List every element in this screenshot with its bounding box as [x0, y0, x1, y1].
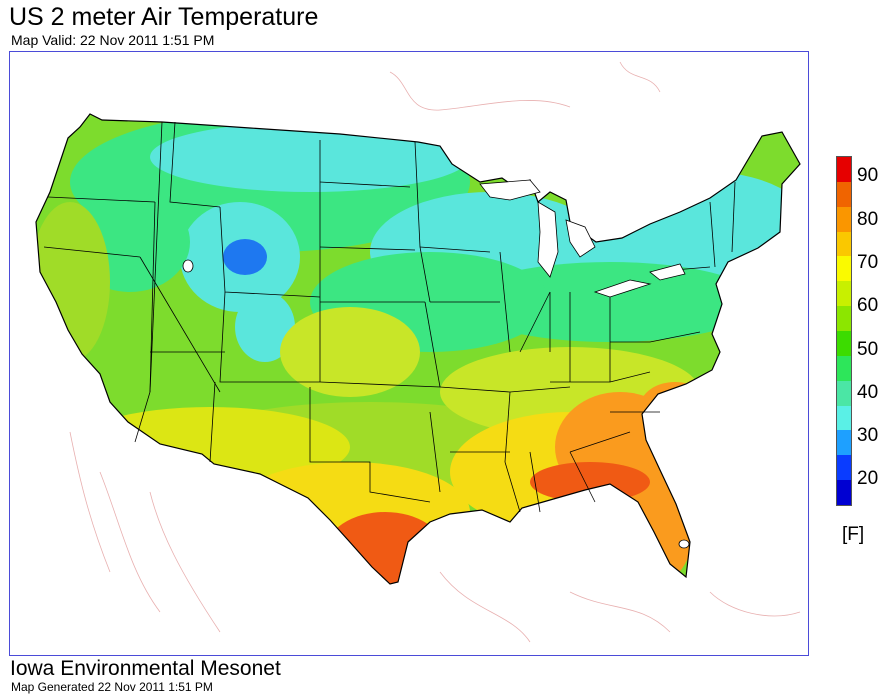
legend-swatch — [837, 430, 851, 456]
legend-label: 40 — [857, 382, 879, 403]
legend-swatch — [837, 306, 851, 332]
legend-label: 90 — [857, 165, 879, 186]
state-boundaries — [43, 121, 736, 513]
legend-swatch — [837, 380, 851, 407]
legend-swatch — [837, 281, 851, 307]
legend-label: 20 — [857, 468, 879, 489]
legend-swatch — [837, 480, 851, 506]
temperature-field — [36, 114, 800, 584]
temperature-map — [35, 61, 801, 643]
legend-swatch — [837, 256, 851, 282]
legend-label: 60 — [857, 295, 879, 316]
legend-label: 30 — [857, 425, 879, 446]
legend-swatch — [837, 231, 851, 257]
legend-swatch — [837, 355, 851, 382]
legend-swatch — [837, 157, 851, 183]
legend-swatch — [837, 206, 851, 233]
great-lakes — [182, 179, 690, 549]
legend-label: 50 — [857, 339, 879, 360]
map-title: US 2 meter Air Temperature — [9, 3, 319, 31]
legend-unit: [F] — [842, 524, 865, 545]
legend-swatch — [837, 405, 851, 431]
color-legend — [836, 156, 852, 506]
outside-contour-lines — [69, 61, 801, 643]
legend-swatch — [837, 181, 851, 208]
footer-generated: Map Generated 22 Nov 2011 1:51 PM — [11, 680, 213, 694]
map-frame — [9, 51, 809, 656]
legend-swatch — [837, 331, 851, 357]
footer-org: Iowa Environmental Mesonet — [10, 657, 281, 680]
legend-label: 70 — [857, 252, 879, 273]
legend-swatch — [837, 455, 851, 481]
legend-label: 80 — [857, 209, 879, 230]
map-valid-time: Map Valid: 22 Nov 2011 1:51 PM — [11, 32, 215, 48]
